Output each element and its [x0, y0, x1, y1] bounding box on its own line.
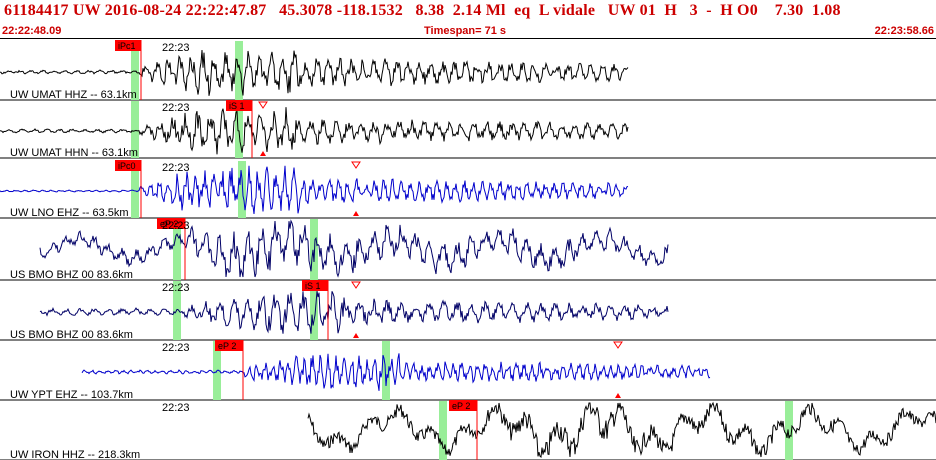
minute-label: 22:23 — [162, 42, 190, 54]
pick-label: iS 1 — [229, 101, 245, 111]
waveform — [0, 49, 629, 96]
time-marker — [173, 219, 181, 280]
time-marker — [131, 161, 139, 218]
amplitude-marker-icon — [615, 393, 621, 398]
channel-label: UW IRON HHZ -- 218.3km — [10, 449, 140, 460]
channel-label: UW LNO EHZ -- 63.5km — [10, 207, 129, 219]
minute-label: 22:23 — [162, 102, 190, 114]
header-divider — [0, 38, 936, 39]
pick-label: iPc1 — [118, 41, 136, 51]
pick-label: eP 2 — [452, 401, 470, 411]
amplitude-marker-icon — [353, 333, 359, 338]
time-marker — [131, 41, 139, 100]
pick-box[interactable] — [226, 100, 252, 111]
channel-row[interactable]: iS 1 22:23 UW UMAT HHN -- 63.1km — [0, 100, 936, 159]
time-marker — [238, 161, 246, 218]
pick-label: iS 1 — [305, 281, 321, 291]
minute-label: 22:23 — [162, 162, 190, 174]
channel-row[interactable]: eP 2 22:23 UW YPT EHZ -- 103.7km — [0, 340, 936, 401]
amplitude-marker-icon — [260, 151, 266, 156]
start-time: 22:22:48.09 — [2, 25, 62, 37]
pick-box[interactable] — [302, 280, 328, 291]
minute-label: 22:23 — [162, 402, 190, 414]
channel-label: UW UMAT HHN -- 63.1km — [10, 147, 138, 159]
channel-row[interactable]: iPc0 22:23 UW LNO EHZ -- 63.5km — [0, 160, 936, 219]
minute-label: 22:23 — [162, 282, 190, 294]
amplitude-marker-icon — [351, 161, 361, 169]
waveform — [0, 165, 629, 215]
time-marker — [235, 101, 243, 158]
channel-label: UW YPT EHZ -- 103.7km — [10, 389, 133, 401]
time-marker — [439, 401, 447, 460]
pick-box[interactable] — [115, 40, 141, 51]
pick-box[interactable] — [157, 218, 185, 229]
time-marker — [131, 101, 139, 158]
waveform — [39, 219, 669, 278]
header: 61184417 UW 2016-08-24 22:22:47.87 45.30… — [0, 0, 936, 38]
amplitude-marker-icon — [613, 341, 623, 349]
channel-row[interactable]: iS 1 22:23 US BMO BHZ 00 83.6km — [0, 280, 936, 341]
pick-box[interactable] — [449, 400, 477, 411]
timespan: Timespan= 71 s — [424, 25, 507, 37]
pick-box[interactable] — [215, 340, 243, 351]
channel-row[interactable]: eP 2 22:23 UW IRON HHZ -- 218.3km — [0, 400, 936, 460]
minute-label: 22:23 — [162, 220, 190, 232]
pick-label: eP 2 — [160, 219, 178, 229]
time-marker — [785, 401, 793, 460]
time-marker — [310, 219, 318, 280]
amplitude-marker-icon — [353, 211, 359, 216]
pick-label: iPc0 — [118, 161, 136, 171]
pick-label: eP 2 — [218, 341, 236, 351]
channel-row[interactable]: eP 222:23 US BMO BHZ 00 83.6km — [0, 218, 936, 281]
event-title: 61184417 UW 2016-08-24 22:22:47.87 45.30… — [4, 2, 841, 19]
waveform — [307, 401, 936, 458]
channel-row[interactable]: iPc1 22:23 UW UMAT HHZ -- 63.1km — [0, 40, 936, 101]
channel-label: US BMO BHZ 00 83.6km — [10, 329, 133, 341]
end-time: 22:23:58.66 — [874, 25, 934, 37]
time-marker — [310, 281, 318, 340]
waveform — [39, 291, 669, 334]
waveform — [81, 353, 711, 391]
channel-label: UW UMAT HHZ -- 63.1km — [10, 89, 137, 101]
time-marker — [235, 41, 243, 100]
pick-box[interactable] — [115, 160, 141, 171]
minute-label: 22:23 — [162, 342, 190, 354]
amplitude-marker-icon — [351, 281, 361, 289]
amplitude-marker-icon — [258, 101, 268, 109]
time-marker — [382, 341, 390, 400]
channel-label: US BMO BHZ 00 83.6km — [10, 269, 133, 281]
waveform — [0, 107, 629, 155]
